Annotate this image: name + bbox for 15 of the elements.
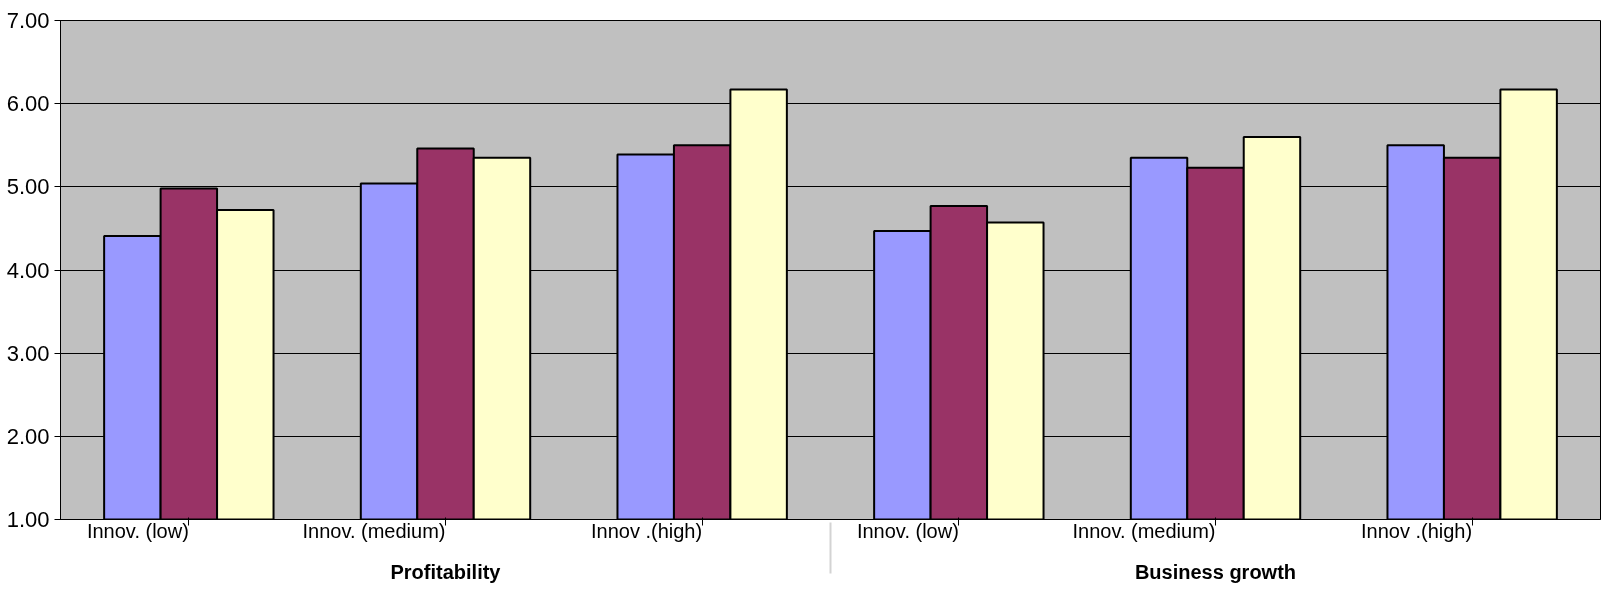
x-tick-label: Innov. (low) bbox=[86, 519, 189, 542]
text: Business growth bbox=[1134, 560, 1297, 583]
text: Profitability bbox=[390, 560, 502, 583]
x-tick-label: Innov. (medium) bbox=[1072, 519, 1216, 542]
y-tick-label: 6.00 bbox=[6, 91, 50, 117]
y-tick-label: 4.00 bbox=[6, 257, 50, 283]
x-tick-label: Innov .(high) bbox=[590, 519, 703, 542]
y-tick-label: 7.00 bbox=[6, 8, 50, 33]
x-tick-label: Innov .(high) bbox=[1360, 519, 1473, 542]
y-tick-label: 2.00 bbox=[6, 423, 50, 449]
x-tick-label: Innov. (low) bbox=[856, 519, 959, 542]
x-tick-label: Innov. (medium) bbox=[302, 519, 446, 542]
y-tick-label: 3.00 bbox=[6, 340, 50, 366]
y-tick-label: 5.00 bbox=[6, 174, 50, 200]
y-tick-label: 1.00 bbox=[6, 507, 50, 532]
